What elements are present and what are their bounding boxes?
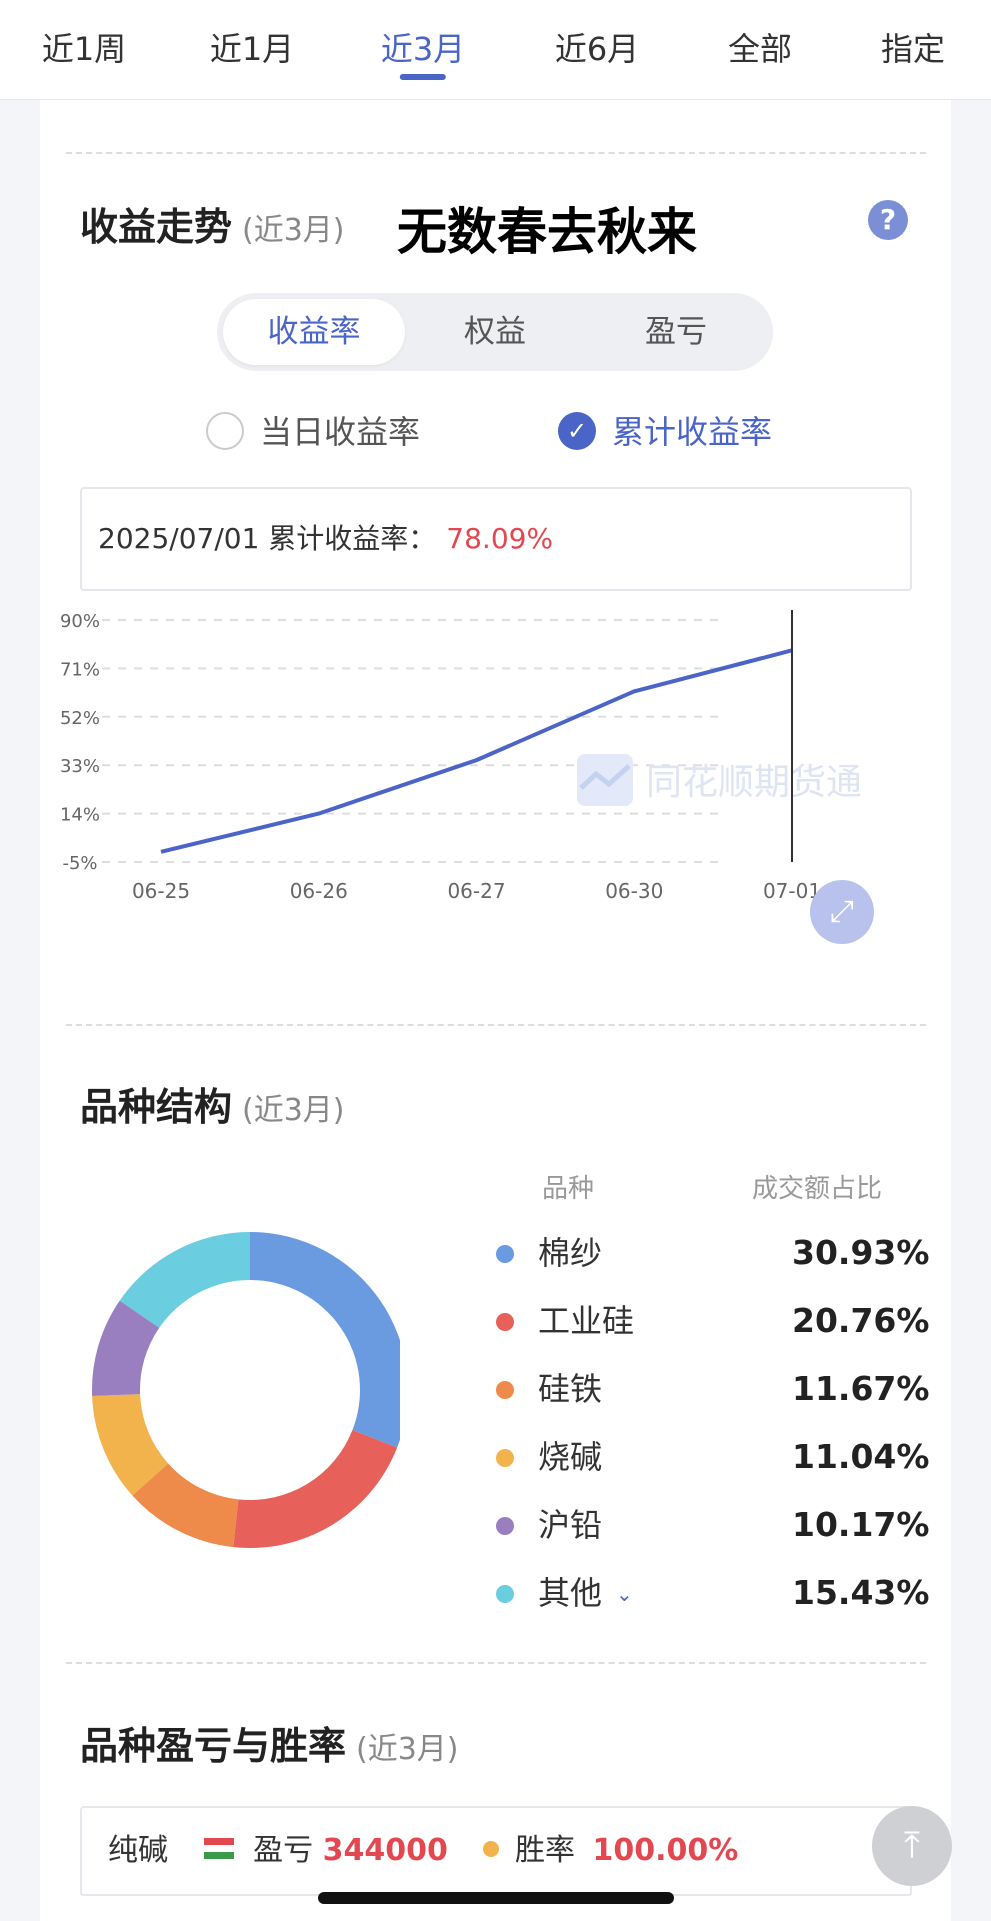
- donut-slice[interactable]: [92, 1394, 169, 1496]
- legend-dot: [496, 1245, 514, 1263]
- winrate-label: 胜率: [514, 1833, 575, 1868]
- divider: [66, 1662, 926, 1664]
- expand-icon[interactable]: ⤢: [810, 880, 874, 944]
- home-indicator: [318, 1892, 674, 1904]
- donut-slice[interactable]: [119, 1232, 250, 1328]
- profit-section-title: 品种盈亏与胜率 (近3月): [80, 1724, 459, 1768]
- period-tab-bar: 近1周 近1月 近3月 近6月 全部 指定: [0, 0, 991, 100]
- legend-header-share: 成交额占比: [752, 1174, 883, 1204]
- y-tick-label: 52%: [60, 708, 100, 729]
- divider: [66, 1024, 926, 1026]
- segment-equity[interactable]: 权益: [464, 314, 526, 350]
- legend-dot: [496, 1313, 514, 1331]
- watermark-logo-mark: [579, 764, 631, 790]
- legend-share-value: 11.67%: [792, 1369, 930, 1408]
- y-tick-label: -5%: [62, 853, 97, 874]
- tab-custom[interactable]: 指定: [880, 30, 946, 68]
- y-tick-label: 71%: [60, 659, 100, 680]
- legend-variety-name: 棉纱: [538, 1234, 603, 1272]
- tab-all[interactable]: 全部: [727, 30, 793, 68]
- metric-segmented-control: 收益率 权益 盈亏: [217, 293, 773, 371]
- tab-active-indicator: [400, 74, 446, 80]
- overlay-caption: 无数春去秋来: [397, 203, 697, 261]
- legend-variety-name: 工业硅: [538, 1302, 635, 1340]
- cumulative-return-chart[interactable]: 同花顺期货通 90% 71% 52% 33% 14% -5% 06-25 06-26 06-2…: [40, 610, 951, 1090]
- y-tick-label: 90%: [60, 611, 100, 632]
- legend-dot: [496, 1517, 514, 1535]
- series-line: [160, 648, 793, 854]
- segment-return-rate[interactable]: 收益率: [223, 299, 405, 365]
- legend-share-value: 10.17%: [792, 1505, 930, 1544]
- legend-variety-name: 硅铁: [538, 1370, 603, 1408]
- legend-dot: [496, 1449, 514, 1467]
- check-icon: ✓: [558, 412, 596, 450]
- radio-unchecked-icon: [206, 412, 244, 450]
- x-tick-label: 06-26: [290, 879, 348, 903]
- trend-section-title: 收益走势 (近3月): [80, 205, 345, 249]
- donut-slice[interactable]: [92, 1300, 160, 1396]
- legend-item: 棉纱 30.93%: [496, 1231, 936, 1275]
- pnl-label: 盈亏: [253, 1833, 314, 1868]
- winrate-dot-icon: [483, 1841, 500, 1857]
- legend-dot: [496, 1381, 514, 1399]
- back-to-top-icon[interactable]: ⤒: [872, 1806, 952, 1886]
- chevron-down-icon[interactable]: ⌄: [616, 1582, 633, 1606]
- tab-1-month[interactable]: 近1月: [209, 30, 295, 68]
- trend-period: (近3月): [242, 213, 345, 248]
- content-card: 收益走势 (近3月) 无数春去秋来 ? 收益率 权益 盈亏 当日收益率 ✓ 累计收益…: [40, 100, 951, 1921]
- tab-6-months[interactable]: 近6月: [554, 30, 640, 68]
- pnl-value: 344000: [322, 1833, 448, 1868]
- legend-variety-name: 沪铅: [538, 1506, 603, 1544]
- legend-variety-name: 烧碱: [538, 1438, 603, 1476]
- flag-icon: [203, 1837, 234, 1859]
- legend-item: 沪铅 10.17%: [496, 1503, 936, 1547]
- divider: [66, 152, 926, 154]
- y-tick-label: 33%: [60, 756, 100, 777]
- legend-dot: [496, 1585, 514, 1603]
- x-tick-label: 06-27: [447, 879, 505, 903]
- radio-daily-return[interactable]: 当日收益率: [206, 410, 420, 454]
- question-icon[interactable]: ?: [868, 200, 908, 240]
- segment-profit-loss[interactable]: 盈亏: [645, 314, 707, 350]
- watermark-text: 同花顺期货通: [646, 762, 862, 803]
- info-label: 2025/07/01 累计收益率：: [98, 522, 437, 555]
- donut-slice[interactable]: [233, 1430, 398, 1548]
- y-tick-label: 14%: [60, 805, 100, 826]
- legend-share-value: 30.93%: [792, 1233, 930, 1272]
- profit-row[interactable]: 纯碱 盈亏 344000 胜率 100.00%: [80, 1806, 912, 1896]
- structure-period: (近3月): [242, 1093, 345, 1128]
- radio-cumulative-return[interactable]: ✓ 累计收益率: [558, 410, 772, 454]
- donut-slice[interactable]: [132, 1463, 239, 1548]
- tab-3-months[interactable]: 近3月: [381, 24, 465, 80]
- structure-section-title: 品种结构 (近3月): [80, 1085, 345, 1129]
- legend-item: 烧碱 11.04%: [496, 1435, 936, 1479]
- legend-share-value: 11.04%: [792, 1437, 930, 1476]
- legend-variety-name: 其他 ⌄: [538, 1574, 633, 1612]
- legend-header-variety: 品种: [542, 1174, 595, 1204]
- legend-item[interactable]: 其他 ⌄ 15.43%: [496, 1571, 936, 1615]
- info-value: 78.09%: [446, 522, 554, 555]
- legend-share-value: 15.43%: [792, 1573, 930, 1612]
- x-tick-label: 06-25: [132, 879, 190, 903]
- donut-slice[interactable]: [250, 1232, 400, 1448]
- legend-share-value: 20.76%: [792, 1301, 930, 1340]
- crosshair-info-box: 2025/07/01 累计收益率： 78.09%: [80, 487, 912, 591]
- x-tick-label: 06-30: [605, 879, 663, 903]
- variety-donut-chart[interactable]: [40, 1210, 400, 1570]
- variety-name: 纯碱: [108, 1833, 168, 1868]
- legend-item: 工业硅 20.76%: [496, 1299, 936, 1343]
- legend-item: 硅铁 11.67%: [496, 1367, 936, 1411]
- tab-1-week[interactable]: 近1周: [41, 30, 127, 68]
- profit-period: (近3月): [356, 1732, 459, 1767]
- winrate-value: 100.00%: [592, 1833, 739, 1868]
- watermark: 同花顺期货通: [577, 754, 862, 806]
